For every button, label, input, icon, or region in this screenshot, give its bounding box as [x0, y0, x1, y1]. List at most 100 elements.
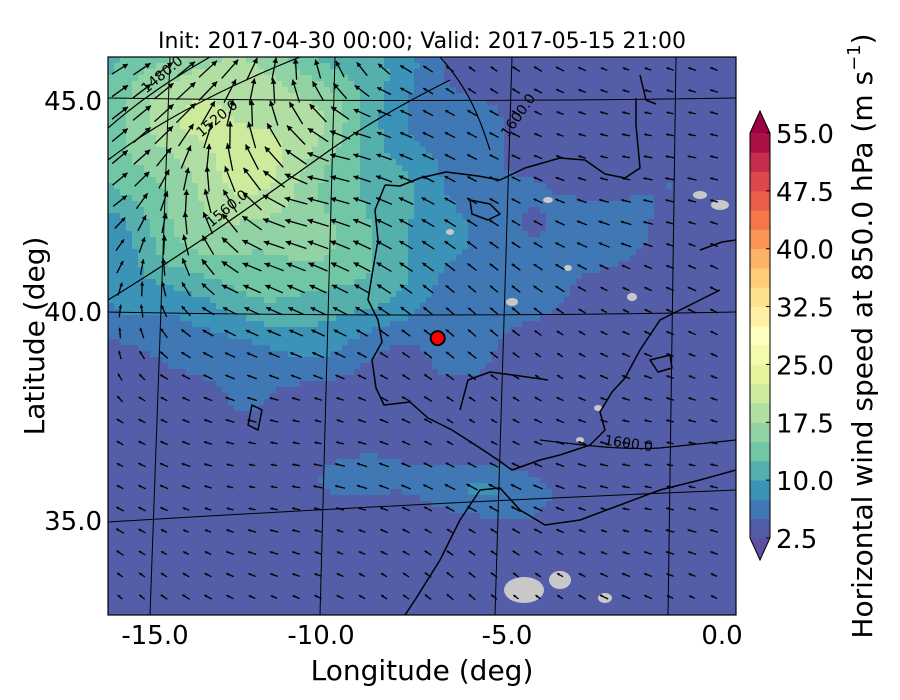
speed-cell	[636, 333, 643, 340]
speed-cell	[234, 123, 241, 130]
speed-cell	[288, 129, 295, 136]
speed-cell	[186, 117, 193, 124]
speed-cell	[372, 303, 379, 310]
speed-cell	[522, 279, 529, 286]
speed-cell	[630, 231, 637, 238]
speed-cell	[426, 165, 433, 172]
speed-cell	[660, 189, 667, 196]
speed-cell	[618, 267, 625, 274]
speed-cell	[198, 123, 205, 130]
speed-cell	[642, 141, 649, 148]
speed-cell	[300, 171, 307, 178]
speed-cell	[444, 309, 451, 316]
speed-cell	[150, 285, 157, 292]
speed-cell	[186, 207, 193, 214]
speed-cell	[258, 147, 265, 154]
speed-cell	[372, 297, 379, 304]
speed-cell	[108, 189, 115, 196]
speed-cell	[120, 141, 127, 148]
speed-cell	[624, 57, 631, 64]
speed-cell	[270, 315, 277, 322]
speed-cell	[306, 183, 313, 190]
speed-cell	[294, 195, 301, 202]
speed-cell	[108, 147, 115, 154]
speed-cell	[378, 165, 385, 172]
speed-cell	[384, 303, 391, 310]
speed-cell	[498, 57, 505, 64]
speed-cell	[624, 297, 631, 304]
speed-cell	[318, 273, 325, 280]
speed-cell	[204, 177, 211, 184]
speed-cell	[180, 309, 187, 316]
speed-cell	[660, 183, 667, 190]
speed-cell	[120, 291, 127, 298]
speed-cell	[672, 189, 679, 196]
speed-cell	[408, 297, 415, 304]
speed-cell	[348, 117, 355, 124]
speed-cell	[120, 207, 127, 214]
speed-cell	[150, 213, 157, 220]
speed-cell	[144, 159, 151, 166]
speed-cell	[582, 117, 589, 124]
speed-cell	[402, 231, 409, 238]
speed-cell	[276, 237, 283, 244]
speed-cell	[264, 237, 271, 244]
speed-cell	[246, 111, 253, 118]
speed-cell	[732, 93, 736, 100]
speed-cell	[606, 267, 613, 274]
speed-cell	[162, 231, 169, 238]
speed-cell	[558, 171, 565, 178]
speed-cell	[570, 273, 577, 280]
speed-cell	[522, 117, 529, 124]
speed-cell	[234, 141, 241, 148]
speed-cell	[348, 333, 355, 340]
speed-cell	[276, 333, 283, 340]
speed-cell	[234, 231, 241, 238]
speed-cell	[666, 135, 673, 142]
speed-cell	[210, 135, 217, 142]
speed-cell	[210, 279, 217, 286]
speed-cell	[618, 243, 625, 250]
speed-cell	[144, 195, 151, 202]
speed-cell	[552, 57, 559, 64]
speed-cell	[612, 231, 619, 238]
speed-cell	[498, 267, 505, 274]
speed-cell	[624, 303, 631, 310]
speed-cell	[162, 159, 169, 166]
speed-cell	[480, 165, 487, 172]
speed-cell	[678, 249, 685, 256]
speed-cell	[582, 231, 589, 238]
speed-cell	[552, 75, 559, 82]
speed-cell	[420, 297, 427, 304]
speed-cell	[300, 237, 307, 244]
speed-cell	[594, 219, 601, 226]
speed-cell	[732, 261, 736, 268]
speed-cell	[570, 279, 577, 286]
speed-cell	[198, 93, 205, 100]
speed-cell	[636, 99, 643, 106]
speed-cell	[390, 225, 397, 232]
speed-cell	[612, 207, 619, 214]
speed-cell	[204, 183, 211, 190]
speed-cell	[474, 147, 481, 154]
speed-cell	[186, 237, 193, 244]
speed-cell	[528, 183, 535, 190]
speed-cell	[426, 195, 433, 202]
speed-cell	[702, 153, 709, 160]
speed-cell	[282, 291, 289, 298]
speed-cell	[192, 285, 199, 292]
speed-cell	[258, 99, 265, 106]
speed-cell	[312, 117, 319, 124]
speed-cell	[264, 207, 271, 214]
speed-cell	[696, 159, 703, 166]
speed-cell	[612, 189, 619, 196]
speed-cell	[666, 177, 673, 184]
speed-cell	[474, 243, 481, 250]
speed-cell	[216, 267, 223, 274]
speed-cell	[192, 129, 199, 136]
speed-cell	[252, 123, 259, 130]
speed-cell	[288, 225, 295, 232]
speed-cell	[360, 195, 367, 202]
speed-cell	[426, 159, 433, 166]
speed-cell	[432, 87, 439, 94]
